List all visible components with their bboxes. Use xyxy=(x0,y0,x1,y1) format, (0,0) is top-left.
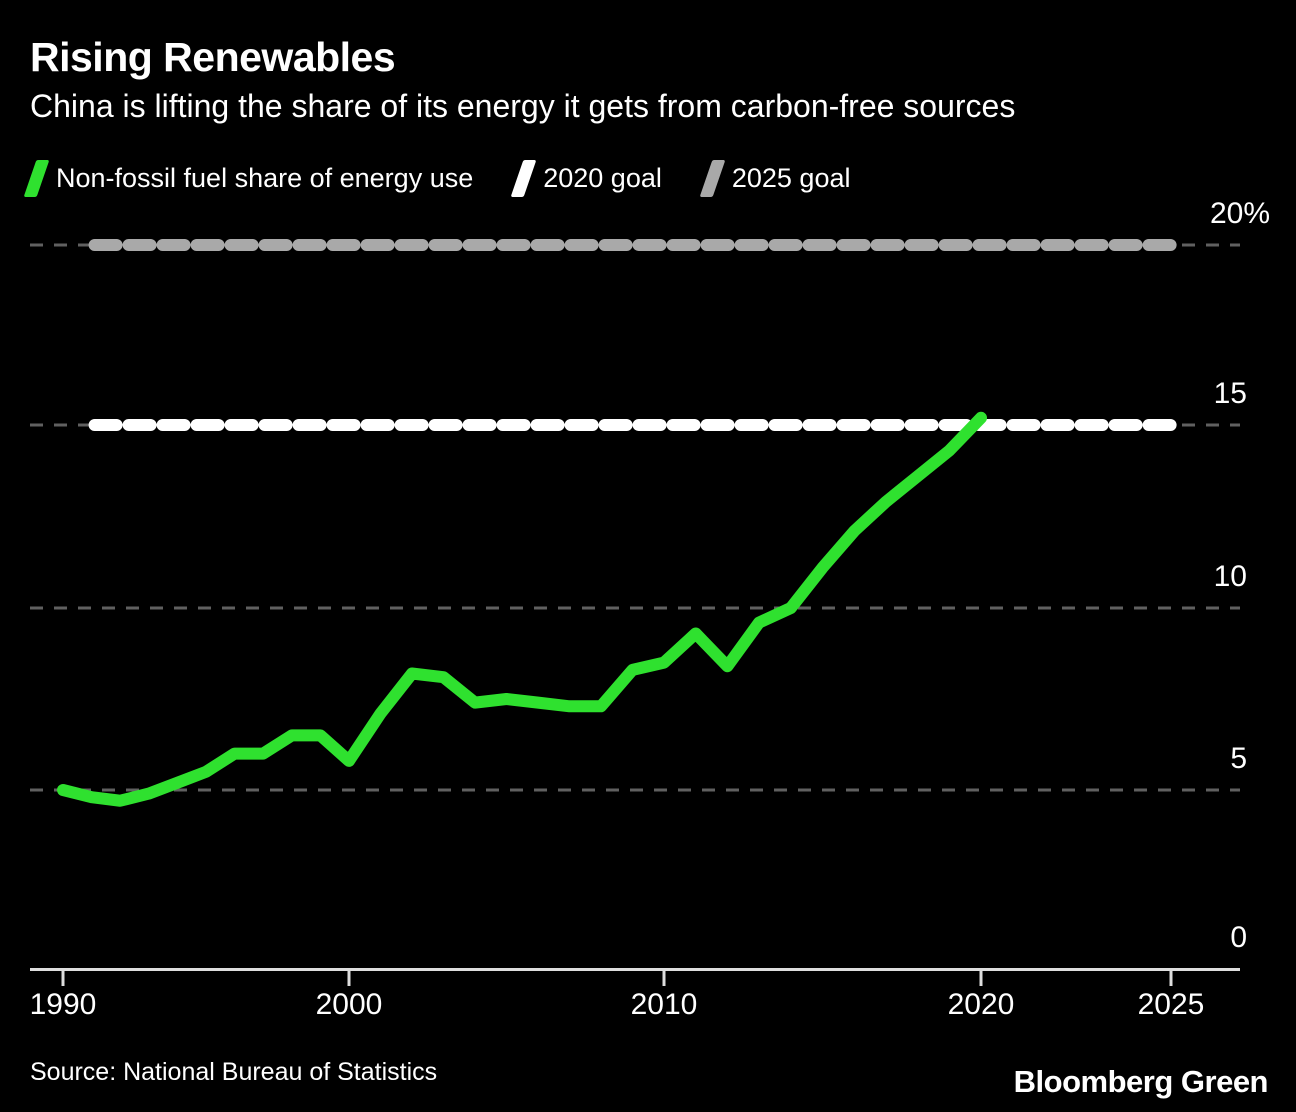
source-note: Source: National Bureau of Statistics xyxy=(30,1058,438,1086)
y-axis-label: 10 xyxy=(1213,560,1247,593)
y-axis-label: 20% xyxy=(1209,197,1270,230)
legend-item-nonfossil: Non-fossil fuel share of energy use xyxy=(23,160,474,197)
y-axis-label: 15 xyxy=(1213,377,1247,410)
brand-logo: Bloomberg Green xyxy=(1013,1064,1269,1099)
x-axis-label: 2000 xyxy=(315,988,383,1021)
x-axis-label: 2025 xyxy=(1137,988,1205,1021)
legend-label: Non-fossil fuel share of energy use xyxy=(56,163,474,193)
series-line xyxy=(57,411,987,807)
x-axis-label: 2020 xyxy=(947,988,1015,1021)
legend-label: 2020 goal xyxy=(543,163,662,193)
legend-item-2025-goal: 2025 goal xyxy=(699,160,851,197)
x-axis-label: 1990 xyxy=(29,988,97,1021)
chart-legend: Non-fossil fuel share of energy use 2020… xyxy=(23,160,851,197)
legend-item-2020-goal: 2020 goal xyxy=(510,160,662,197)
x-axis-label: 2010 xyxy=(630,988,698,1021)
y-axis-label: 5 xyxy=(1230,742,1247,775)
page-title: Rising Renewables xyxy=(30,34,396,80)
y-axis-label: 0 xyxy=(1230,921,1247,954)
chart-subtitle: China is lifting the share of its energy… xyxy=(30,88,1016,124)
legend-label: 2025 goal xyxy=(731,163,851,193)
